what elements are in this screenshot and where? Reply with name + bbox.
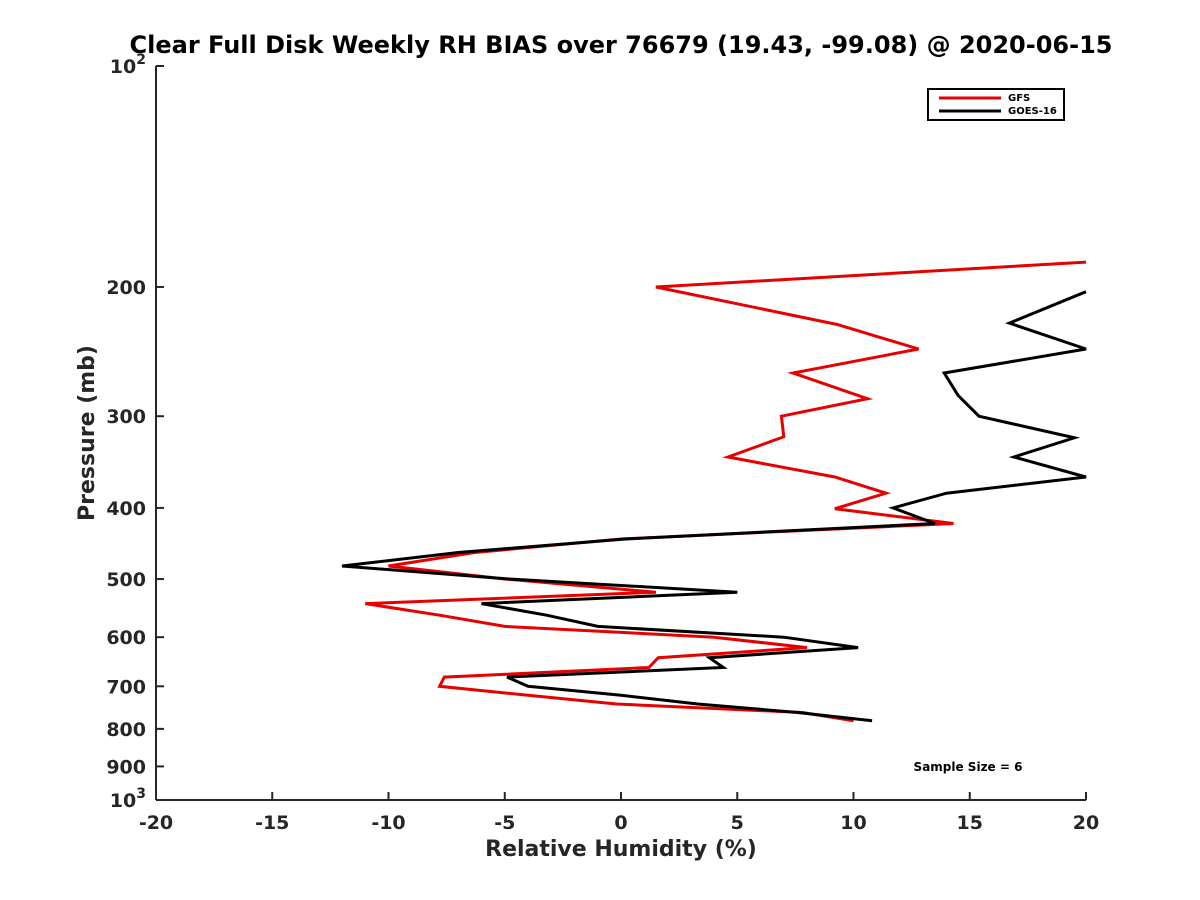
y-tick-label: 700	[106, 676, 146, 698]
x-tick-label: 5	[731, 812, 744, 834]
x-tick-label: -15	[255, 812, 289, 834]
y-tick-label: 102	[110, 52, 146, 78]
x-tick-label: 15	[957, 812, 983, 834]
x-tick-label: 10	[840, 812, 866, 834]
y-axis-label: Pressure (mb)	[75, 345, 100, 521]
chart-title: Clear Full Disk Weekly RH BIAS over 7667…	[130, 31, 1113, 59]
legend-box	[927, 88, 1065, 121]
y-tick-label: 200	[106, 277, 146, 299]
y-tick-label: 500	[106, 569, 146, 591]
plot-area: GFS GOES-16	[341, 88, 1087, 723]
y-tick-label: 300	[106, 406, 146, 428]
goes16-profile-line	[341, 290, 1087, 723]
gfs-profile-line	[365, 260, 1087, 723]
y-tick-label: 800	[106, 719, 146, 741]
x-tick-label: -20	[139, 812, 173, 834]
y-tick-label: 900	[106, 756, 146, 778]
y-tick-label: 103	[110, 786, 146, 812]
x-tick-label: 0	[614, 812, 627, 834]
x-tick-label: -5	[494, 812, 515, 834]
x-axis-label: Relative Humidity (%)	[485, 837, 757, 862]
legend-label-gfs: GFS	[1008, 93, 1030, 104]
legend-label-goes16: GOES-16	[1008, 106, 1057, 117]
sample-size-annotation: Sample Size = 6	[914, 760, 1023, 774]
x-tick-label: 20	[1073, 812, 1099, 834]
y-tick-label: 600	[106, 627, 146, 649]
y-tick-label: 400	[106, 498, 146, 520]
x-tick-label: -10	[371, 812, 405, 834]
